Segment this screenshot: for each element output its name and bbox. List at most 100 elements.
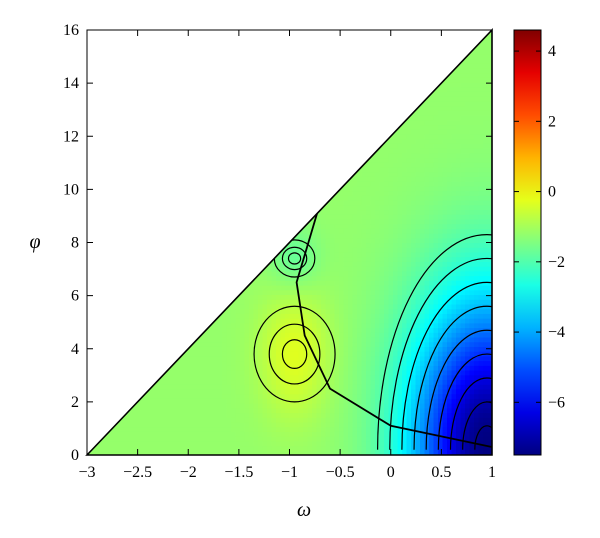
heatmap-cell	[424, 332, 430, 338]
heatmap-cell	[465, 370, 471, 376]
heatmap-cell	[366, 313, 372, 319]
heatmap-cell	[478, 247, 484, 253]
heatmap-cell	[420, 119, 426, 126]
heatmap-cell	[307, 450, 313, 455]
heatmap-cell	[307, 299, 313, 305]
heatmap-cell	[388, 228, 394, 234]
heatmap-cell	[442, 91, 448, 97]
heatmap-cell	[285, 436, 291, 442]
heatmap-cell	[465, 346, 471, 352]
heatmap-cell	[420, 115, 426, 121]
heatmap-cell	[447, 285, 453, 291]
heatmap-cell	[379, 157, 385, 163]
heatmap-cell	[397, 242, 403, 248]
heatmap-cell	[262, 417, 268, 423]
heatmap-cell	[105, 445, 111, 451]
heatmap-cell	[114, 445, 120, 451]
heatmap-cell	[415, 270, 421, 277]
heatmap-cell	[316, 365, 322, 371]
heatmap-cell	[181, 393, 187, 399]
heatmap-cell	[199, 365, 205, 371]
heatmap-cell	[168, 445, 174, 451]
heatmap-cell	[406, 440, 412, 447]
heatmap-cell	[411, 162, 417, 168]
heatmap-cell	[379, 412, 385, 418]
heatmap-cell	[465, 200, 471, 206]
heatmap-cell	[258, 360, 264, 366]
heatmap-cell	[361, 355, 367, 362]
heatmap-cell	[483, 77, 489, 83]
heatmap-cell	[330, 242, 336, 248]
heatmap-cell	[249, 431, 255, 437]
heatmap-cell	[460, 421, 466, 428]
heatmap-cell	[478, 407, 484, 414]
heatmap-cell	[213, 393, 219, 399]
heatmap-cell	[190, 360, 196, 366]
heatmap-cell	[402, 384, 408, 390]
heatmap-cell	[357, 303, 363, 310]
heatmap-cell	[429, 223, 435, 229]
heatmap-cell	[433, 341, 439, 347]
heatmap-cell	[397, 214, 403, 220]
heatmap-cell	[213, 374, 219, 381]
heatmap-cell	[343, 450, 349, 455]
heatmap-cell	[339, 388, 345, 395]
heatmap-cell	[280, 341, 286, 347]
heatmap-cell	[451, 86, 457, 92]
heatmap-cell	[366, 370, 372, 376]
heatmap-cell	[429, 407, 435, 414]
heatmap-cell	[483, 124, 489, 130]
heatmap-cell	[402, 195, 408, 201]
heatmap-cell	[289, 341, 295, 347]
heatmap-cell	[154, 431, 160, 437]
heatmap-cell	[312, 403, 318, 409]
heatmap-cell	[474, 86, 480, 92]
heatmap-cell	[474, 374, 480, 381]
heatmap-cell	[307, 445, 313, 451]
heatmap-cell	[469, 450, 475, 455]
heatmap-cell	[406, 143, 412, 149]
heatmap-cell	[267, 289, 273, 296]
heatmap-cell	[420, 440, 426, 447]
heatmap-cell	[384, 379, 390, 385]
heatmap-cell	[249, 384, 255, 390]
x-tick-label: −1	[281, 464, 298, 481]
heatmap-cell	[267, 440, 273, 447]
heatmap-cell	[384, 218, 390, 225]
heatmap-cell	[456, 393, 462, 399]
heatmap-cell	[325, 421, 331, 428]
heatmap-cell	[483, 370, 489, 376]
heatmap-cell	[312, 351, 318, 357]
heatmap-cell	[433, 384, 439, 390]
heatmap-cell	[478, 261, 484, 267]
heatmap-cell	[406, 223, 412, 229]
heatmap-cell	[348, 270, 354, 277]
heatmap-cell	[442, 322, 448, 329]
heatmap-cell	[478, 237, 484, 244]
heatmap-cell	[294, 421, 300, 428]
heatmap-cell	[181, 388, 187, 395]
heatmap-cell	[433, 322, 439, 329]
heatmap-cell	[366, 308, 372, 314]
heatmap-cell	[465, 124, 471, 130]
heatmap-cell	[352, 403, 358, 409]
heatmap-cell	[325, 440, 331, 447]
heatmap-cell	[370, 214, 376, 220]
heatmap-cell	[429, 450, 435, 455]
heatmap-cell	[321, 445, 327, 451]
heatmap-cell	[145, 436, 151, 442]
heatmap-cell	[267, 450, 273, 455]
heatmap-cell	[213, 407, 219, 414]
heatmap-cell	[438, 157, 444, 163]
heatmap-cell	[402, 138, 408, 144]
heatmap-cell	[366, 436, 372, 442]
heatmap-cell	[379, 218, 385, 225]
heatmap-cell	[136, 431, 142, 437]
heatmap-cell	[415, 133, 421, 140]
heatmap-cell	[289, 313, 295, 319]
heatmap-cell	[307, 370, 313, 376]
heatmap-cell	[424, 341, 430, 347]
heatmap-cell	[109, 436, 115, 442]
heatmap-cell	[226, 308, 232, 314]
heatmap-cell	[438, 185, 444, 192]
